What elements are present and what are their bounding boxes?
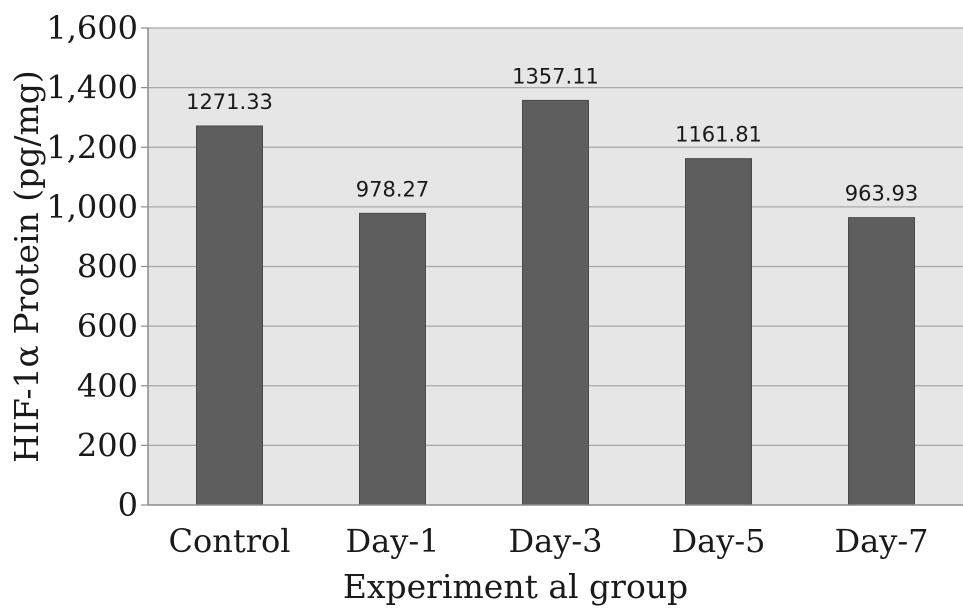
data-label: 963.93	[845, 182, 918, 206]
y-tick-label: 1,000	[46, 188, 138, 226]
y-tick-label: 1,200	[46, 128, 138, 166]
x-tick-label: Control	[168, 522, 290, 560]
x-tick-label: Day-7	[835, 522, 929, 560]
bar-day-5	[685, 158, 752, 506]
y-tick-label: 200	[77, 426, 138, 464]
x-tick-label: Day-5	[672, 522, 766, 560]
x-tick-label: Day-1	[346, 522, 440, 560]
bar-day-3	[522, 99, 589, 506]
bar-day-1	[359, 212, 426, 506]
data-label: 1271.33	[186, 90, 273, 114]
x-axis-ticks: Control Day-1 Day-3 Day-5 Day-7	[168, 522, 928, 560]
y-tick-label: 1,400	[46, 69, 138, 107]
data-label: 1161.81	[675, 123, 762, 147]
y-tick-label: 800	[77, 248, 138, 286]
bar-day-7	[848, 217, 915, 506]
data-label: 1357.11	[512, 64, 599, 88]
y-tick-label: 400	[77, 367, 138, 405]
bar-control	[196, 125, 263, 506]
data-label: 978.27	[356, 177, 429, 201]
y-axis-ticks: 0 200 400 600 800 1,000 1,200 1,400 1,600	[46, 9, 148, 524]
y-axis-label: HIF-1α Protein (pg/mg)	[7, 70, 46, 463]
data-labels: 1271.33 978.27 1357.11 1161.81 963.93	[186, 64, 918, 205]
x-axis-label: Experiment al group	[343, 567, 688, 606]
y-tick-label: 0	[118, 486, 138, 524]
y-tick-label: 600	[77, 307, 138, 345]
x-tick-label: Day-3	[509, 522, 603, 560]
bars	[196, 99, 915, 506]
y-tick-label: 1,600	[46, 9, 138, 47]
